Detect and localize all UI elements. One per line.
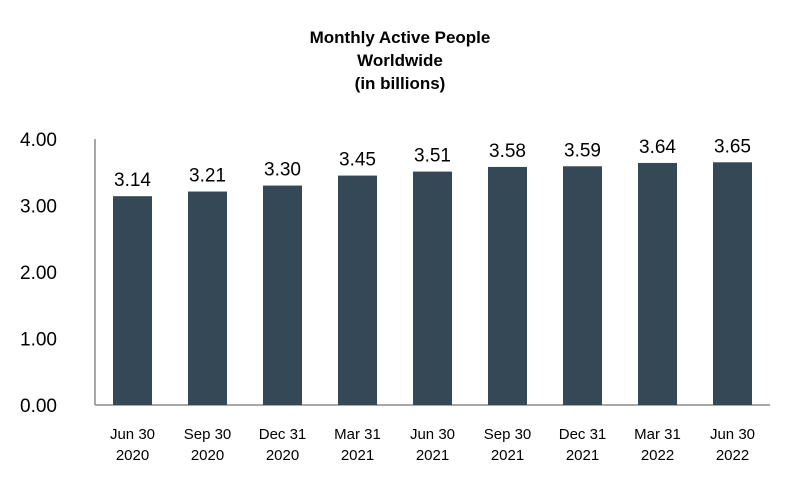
bar [338,175,377,405]
bar [488,166,527,405]
bars [113,162,752,405]
chart-title-line-3: (in billions) [354,74,446,93]
x-tick-label: 2021 [341,447,374,464]
data-label: 3.64 [639,137,676,158]
bar [413,171,452,405]
data-label: 3.51 [414,146,451,167]
bar [188,191,227,405]
bar [713,162,752,405]
bar [638,162,677,405]
x-tick-label: 2020 [191,447,224,464]
bar [563,166,602,405]
x-tick-label: 2021 [491,447,524,464]
x-tick-label: Dec 31 [559,426,607,443]
x-tick-label: Jun 30 [410,426,455,443]
x-tick-label: Sep 30 [184,426,232,443]
x-tick-labels: Jun 30 2020 Sep 30 2020 Dec 31 2020 Mar 31 2021… [110,426,755,464]
x-tick-label: Dec 31 [259,426,307,443]
data-label: 3.21 [189,166,226,187]
x-tick-label: Sep 30 [484,426,532,443]
y-axis: 0.00 1.00 2.00 3.00 4.00 [20,130,96,417]
bar [263,185,302,405]
data-label: 3.59 [564,140,601,161]
y-tick-label: 0.00 [20,396,57,417]
bar [113,196,152,405]
x-tick-label: 2022 [716,447,749,464]
x-tick-label: Mar 31 [634,426,681,443]
x-tick-label: 2022 [641,447,674,464]
chart-title: Monthly Active People Worldwide (in bill… [0,26,800,95]
data-label: 3.58 [489,141,526,162]
y-tick-label: 3.00 [20,197,57,218]
data-label: 3.30 [264,160,301,181]
data-label: 3.45 [339,150,376,171]
chart-title-line-1: Monthly Active People [309,28,491,47]
y-tick-label: 4.00 [20,130,57,151]
x-tick-label: 2021 [416,447,449,464]
data-labels: 3.14 3.21 3.30 3.45 3.51 3.58 3.59 3.64 3.65 [114,136,751,191]
x-tick-label: 2020 [116,447,149,464]
data-label: 3.14 [114,170,151,191]
data-label: 3.65 [714,136,751,157]
x-tick-label: Jun 30 [710,426,755,443]
x-tick-label: 2021 [566,447,599,464]
x-tick-label: 2020 [266,447,299,464]
chart-title-line-2: Worldwide [357,51,443,70]
y-tick-label: 2.00 [20,263,57,284]
x-tick-label: Jun 30 [110,426,155,443]
y-tick-label: 1.00 [20,330,57,351]
x-tick-label: Mar 31 [334,426,381,443]
